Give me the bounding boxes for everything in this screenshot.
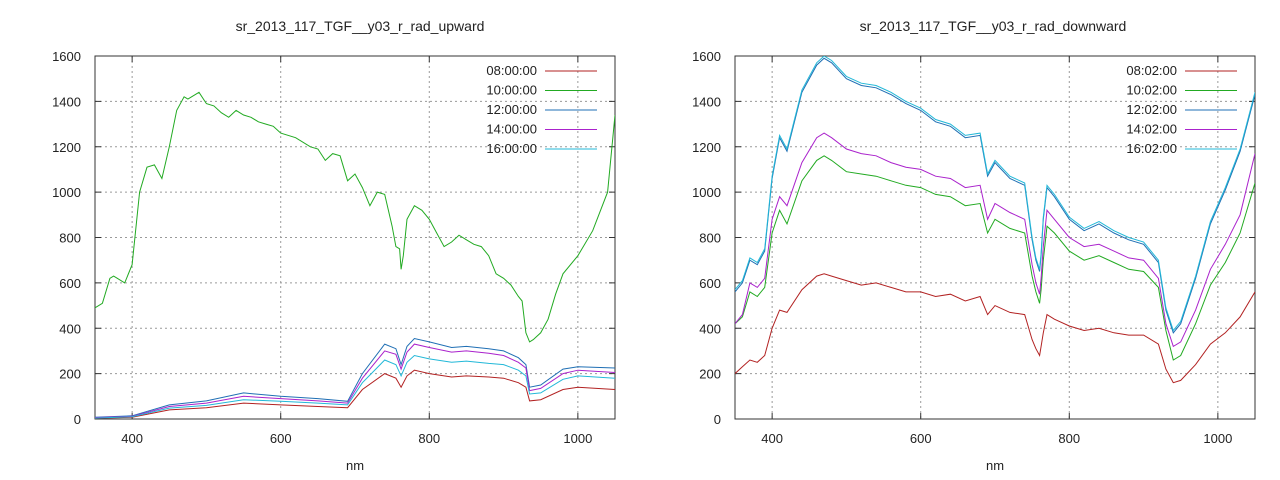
x-tick-label: 800 [1058,431,1080,446]
chart-panel-2: sr_2013_117_TGF__y03_r_rad_downward 0 200 4… [692,18,1256,473]
series-line-4 [735,132,1255,348]
y-tick-label: 0 [74,412,81,427]
y-tick-label: 200 [699,367,721,382]
x-tick-label: 600 [270,431,292,446]
y-tick-label: 1400 [692,94,721,109]
y-tick-label: 1400 [52,94,81,109]
series-line-2 [95,91,615,343]
series-line-5 [735,56,1255,332]
series-line-1 [95,369,615,419]
y-tick-label: 1200 [52,140,81,155]
x-axis-label: nm [346,458,364,473]
y-tick-label: 400 [59,321,81,336]
x-axis-label: nm [986,458,1004,473]
series-line-3 [735,57,1255,334]
legend-label: 14:02:00 [1126,122,1177,137]
series-line-5 [95,354,615,419]
series-line-2 [735,155,1255,361]
y-tick-label: 0 [714,412,721,427]
y-tick-label: 1600 [52,49,81,64]
x-tick-label: 600 [910,431,932,446]
legend-label: 10:02:00 [1126,83,1177,98]
y-tick-label: 400 [699,321,721,336]
chart-panel-1: sr_2013_117_TGF__y03_r_rad_upward 0 200 400… [52,18,616,473]
x-tick-label: 800 [418,431,440,446]
legend-label: 16:00:00 [486,141,537,156]
y-tick-label: 800 [699,231,721,246]
legend-label: 08:02:00 [1126,63,1177,78]
legend-label: 12:00:00 [486,102,537,117]
x-tick-label: 1000 [563,431,592,446]
legend-label: 08:00:00 [486,63,537,78]
y-tick-label: 1000 [52,185,81,200]
y-tick-label: 1000 [692,185,721,200]
legend-label: 14:00:00 [486,122,537,137]
y-tick-label: 600 [699,276,721,291]
y-tick-label: 800 [59,231,81,246]
legend-label: 12:02:00 [1126,102,1177,117]
series-line-3 [95,337,615,418]
x-tick-label: 400 [121,431,143,446]
x-tick-label: 400 [761,431,783,446]
x-tick-label: 1000 [1203,431,1232,446]
legend-label: 10:00:00 [486,83,537,98]
legend-label: 16:02:00 [1126,141,1177,156]
chart-title: sr_2013_117_TGF__y03_r_rad_downward [860,18,1127,34]
series-line-4 [95,343,615,419]
series-line-1 [735,273,1255,384]
y-tick-label: 200 [59,367,81,382]
chart-title: sr_2013_117_TGF__y03_r_rad_upward [236,18,485,34]
y-tick-label: 600 [59,276,81,291]
y-tick-label: 1200 [692,140,721,155]
y-tick-label: 1600 [692,49,721,64]
